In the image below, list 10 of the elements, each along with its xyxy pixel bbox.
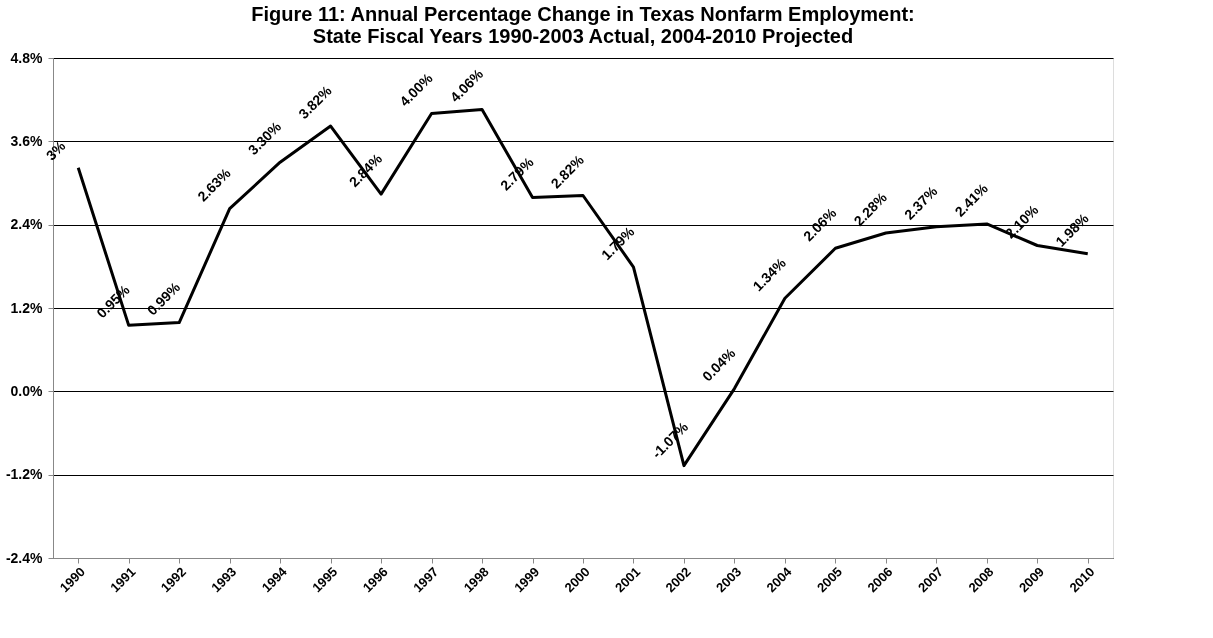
data-label: 3% — [42, 137, 69, 164]
y-tick-label: -2.4% — [5, 549, 44, 566]
text: Figure 11: Annual Percentage Change in Texas Nonfarm Employment: — [251, 3, 915, 25]
text: State Fiscal Years 1990-2003 Actual, 2004-2010 Projected — [312, 25, 854, 47]
y-tick-label: -1.2% — [5, 466, 44, 483]
y-tick-label: 3.6% — [10, 132, 44, 149]
y-tick-label: 2.4% — [10, 216, 44, 233]
y-tick-label: 1.2% — [10, 299, 44, 316]
y-tick-label: 0.0% — [10, 382, 44, 399]
y-tick-label: 4.8% — [10, 49, 44, 66]
